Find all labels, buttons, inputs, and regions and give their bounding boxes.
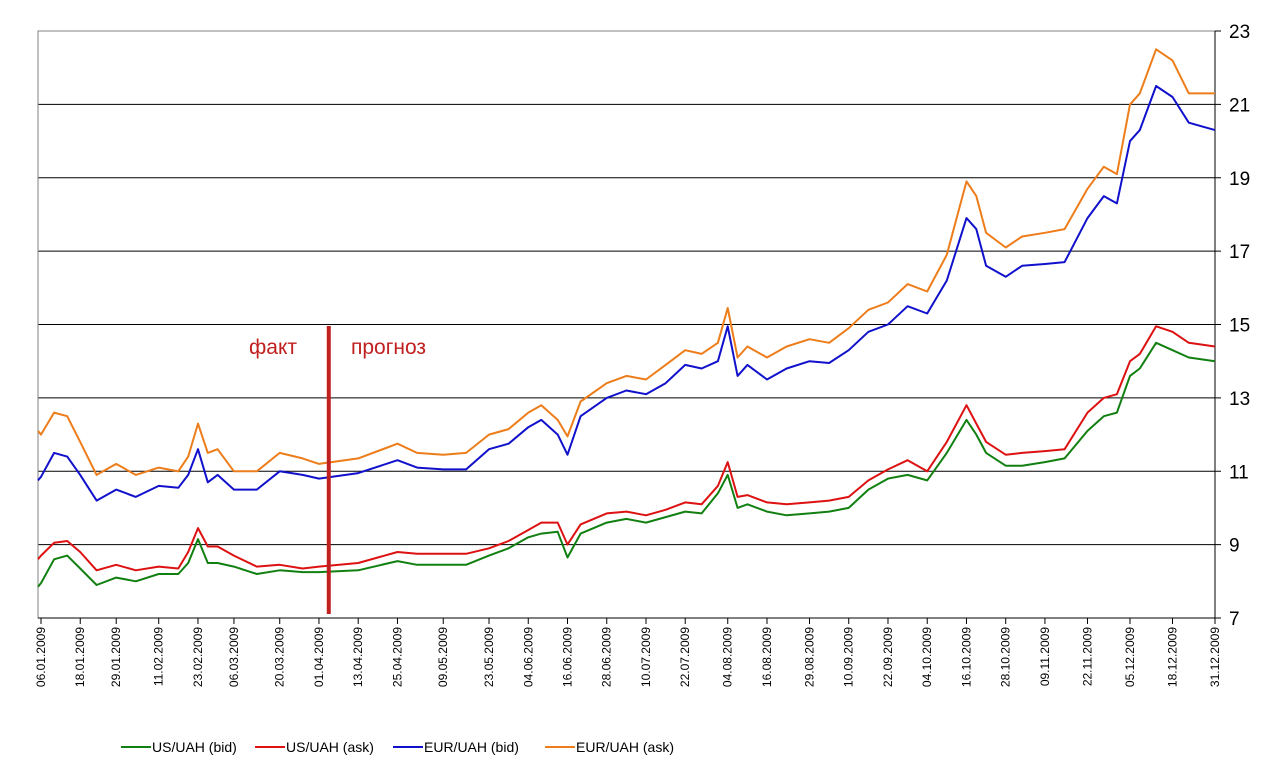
x-tick-label: 11.02.2009 [152,627,166,686]
x-tick-label: 16.06.2009 [561,627,575,687]
x-tick-label: 06.01.2009 [34,627,48,687]
series-lines [37,48,1216,588]
y-tick-label: 17 [1229,242,1250,263]
x-tick-label: 29.08.2009 [802,627,816,687]
x-tick-label: 31.12.2009 [1208,627,1222,687]
legend-label-0: US/UAH (bid) [152,739,237,755]
annotation-forecast: прогноз [351,336,426,359]
annotations: факт прогноз [249,326,426,614]
x-tick-label: 18.12.2009 [1165,627,1179,687]
x-tick-label: 28.06.2009 [600,627,614,687]
x-tick-label: 22.07.2009 [678,627,692,687]
x-tick-label: 10.07.2009 [639,627,653,687]
x-tick-label: 20.03.2009 [273,627,287,687]
x-tick-label: 18.01.2009 [73,627,87,687]
x-tick-label: 23.02.2009 [191,627,205,687]
annotation-fact: факт [249,336,297,359]
x-tick-label: 09.11.2009 [1038,627,1052,686]
x-tick-label: 05.12.2009 [1123,627,1137,687]
y-tick-label: 21 [1229,95,1250,116]
x-tick-label: 06.03.2009 [227,627,241,687]
y-axis: 7 9 11 13 15 17 19 21 23 [1214,22,1250,630]
x-axis: 06.01.2009 18.01.2009 29.01.2009 11.02.2009… [34,617,1222,687]
legend-label-3: EUR/UAH (ask) [576,739,674,755]
series-line-3 [37,48,1215,476]
x-tick-label: 01.04.2009 [312,627,326,687]
x-tick-label: 28.10.2009 [999,627,1013,687]
x-tick-label: 22.11.2009 [1080,627,1094,686]
y-tick-label: 15 [1229,316,1250,337]
x-tick-label: 25.04.2009 [390,627,404,687]
x-tick-label: 16.08.2009 [760,627,774,687]
x-tick-label: 04.06.2009 [521,627,535,687]
x-tick-label: 10.09.2009 [842,627,856,687]
y-tick-label: 23 [1229,22,1250,43]
y-tick-label: 7 [1229,609,1240,630]
series-line-1 [37,325,1216,572]
y-tick-label: 19 [1229,169,1250,190]
y-tick-label: 13 [1229,389,1250,410]
x-tick-label: 04.10.2009 [920,627,934,687]
legend-label-2: EUR/UAH (bid) [424,739,519,755]
x-tick-label: 23.05.2009 [482,627,496,687]
x-tick-label: 22.09.2009 [881,627,895,687]
y-tick-label: 9 [1229,536,1240,557]
y-tick-label: 11 [1229,462,1249,483]
x-tick-label: 04.08.2009 [721,627,735,687]
x-tick-label: 13.04.2009 [351,627,365,687]
series-line-0 [37,341,1216,588]
legend: US/UAH (bid) US/UAH (ask) EUR/UAH (bid) EUR… [121,739,674,755]
x-tick-label: 29.01.2009 [109,627,123,687]
legend-label-1: US/UAH (ask) [286,739,374,755]
series-line-2 [37,85,1216,502]
x-tick-label: 16.10.2009 [959,627,973,687]
x-tick-label: 09.05.2009 [436,627,450,687]
